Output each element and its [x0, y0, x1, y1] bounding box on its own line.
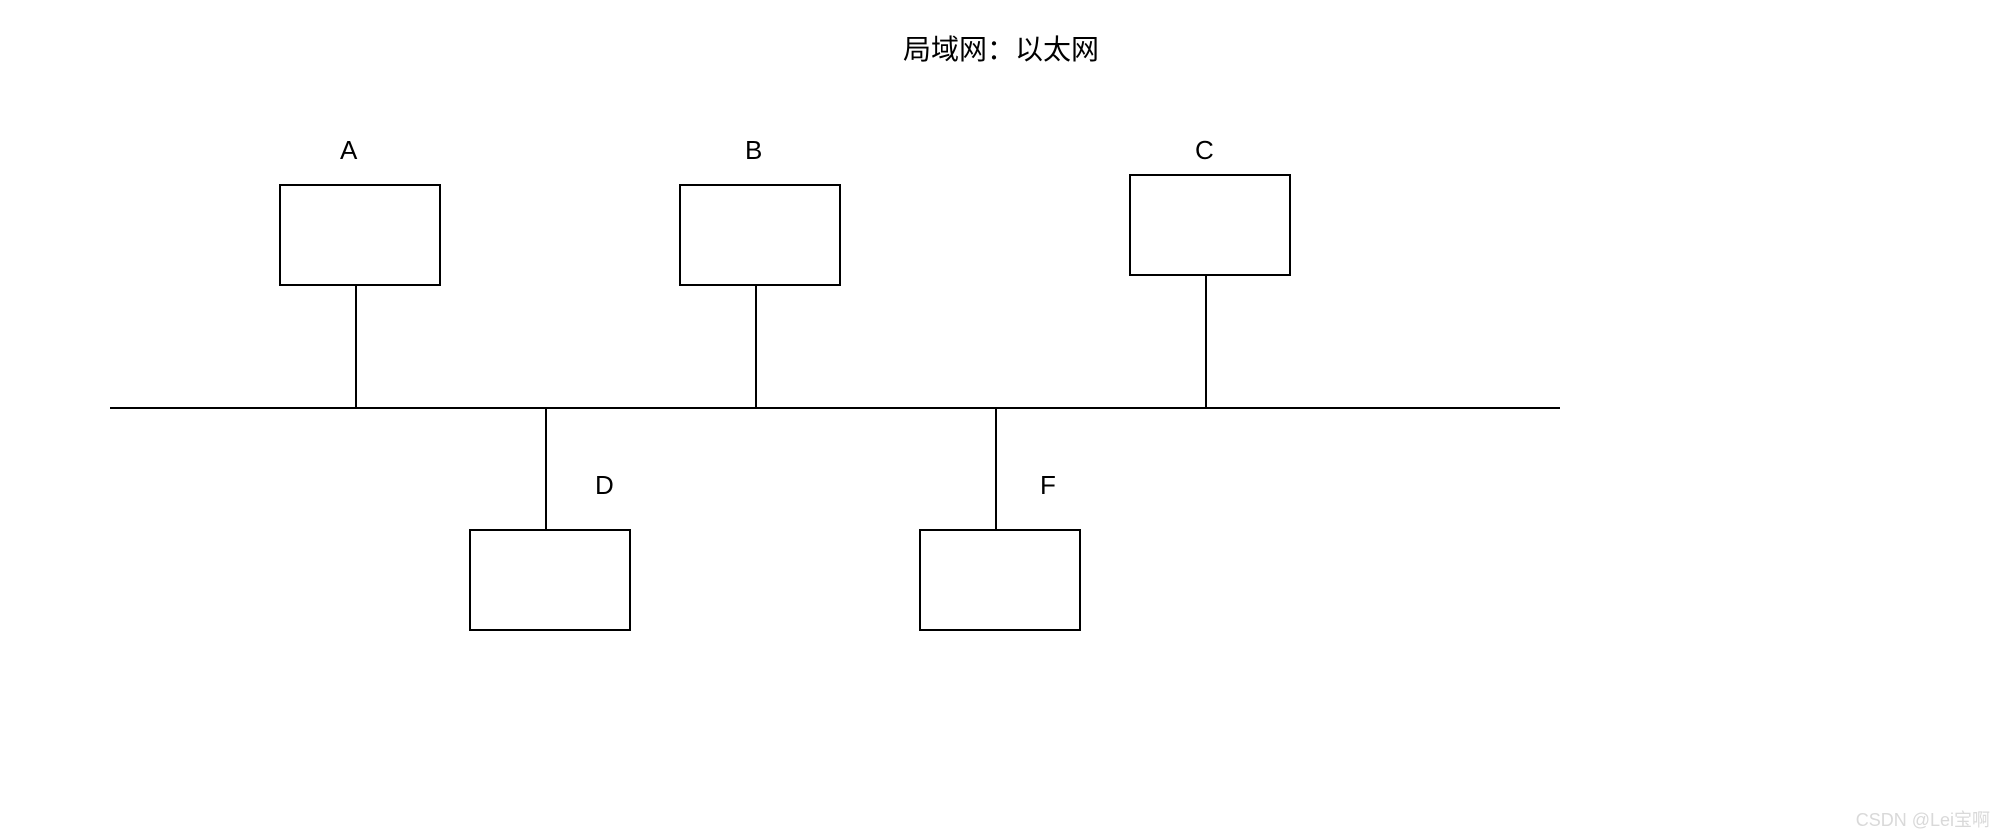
node-label-B: B	[745, 135, 762, 166]
watermark: CSDN @Lei宝啊	[1856, 806, 1990, 832]
node-label-C: C	[1195, 135, 1214, 166]
node-label-F: F	[1040, 470, 1056, 501]
ethernet-bus-diagram	[0, 0, 2002, 840]
node-label-D: D	[595, 470, 614, 501]
node-label-A: A	[340, 135, 357, 166]
